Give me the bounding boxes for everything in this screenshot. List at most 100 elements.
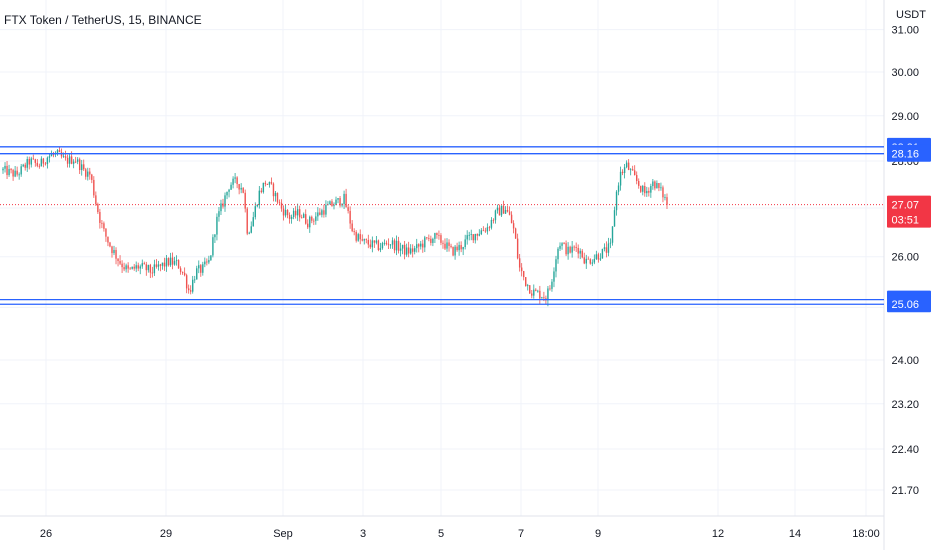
candle-body <box>139 266 141 269</box>
candle-body <box>232 178 234 185</box>
candle <box>46 156 49 169</box>
candle-body <box>430 238 432 243</box>
candle <box>317 207 319 221</box>
candle-body <box>607 243 610 253</box>
candle-body <box>91 174 93 180</box>
candle <box>484 227 487 233</box>
candle-body <box>555 259 557 272</box>
candle <box>262 182 265 194</box>
candle-body <box>97 204 99 213</box>
candle-body <box>599 258 602 260</box>
candle <box>183 267 186 277</box>
candle-body <box>145 264 148 271</box>
time-tick-label: 3 <box>360 528 366 540</box>
candle-body <box>339 198 341 206</box>
candle <box>232 176 234 189</box>
candle-body <box>46 157 49 165</box>
candle-body <box>288 215 291 219</box>
candle <box>135 261 137 273</box>
candle-body <box>508 211 511 215</box>
candle-body <box>300 217 303 219</box>
candle-body <box>399 248 402 251</box>
candle-body <box>244 192 246 209</box>
candle <box>12 168 14 181</box>
candle <box>633 165 636 176</box>
candle <box>359 229 361 245</box>
candle <box>123 262 125 272</box>
candle-body <box>74 161 77 163</box>
candle-body <box>458 245 460 251</box>
candle <box>478 229 481 237</box>
candle <box>252 211 254 227</box>
candle <box>141 259 143 269</box>
candle <box>383 239 386 246</box>
candle-body <box>549 288 551 290</box>
candle-body <box>349 210 351 224</box>
candle-body <box>466 235 468 240</box>
candle-body <box>56 150 59 153</box>
candle <box>260 187 263 194</box>
candle <box>549 285 551 291</box>
candle-body <box>113 250 115 254</box>
candle <box>629 168 632 176</box>
candle-body <box>500 205 503 216</box>
candle <box>351 220 353 233</box>
candle-body <box>565 243 567 255</box>
candle-body <box>89 171 91 175</box>
candle-body <box>325 204 327 215</box>
candle-body <box>70 156 73 164</box>
candle <box>416 238 418 253</box>
candle <box>361 234 363 242</box>
candle <box>466 230 468 245</box>
time-axis: 26 29 Sep 3 5 7 9 12 14 18:00 <box>40 528 880 540</box>
candle-body <box>248 232 250 234</box>
candle <box>64 150 67 161</box>
candle-body <box>411 248 414 252</box>
candle <box>504 206 507 215</box>
price-tick-label: 22.40 <box>891 444 919 456</box>
candle <box>157 260 160 271</box>
candle-body <box>87 171 89 177</box>
candle <box>381 241 384 250</box>
candle <box>593 254 596 265</box>
candle-body <box>119 261 121 264</box>
candle <box>363 238 365 245</box>
price-tick-label: 30.00 <box>891 67 919 79</box>
candle-body <box>389 244 392 246</box>
candle <box>420 240 422 250</box>
candle <box>234 173 236 184</box>
candle-body <box>4 165 6 169</box>
candle <box>266 183 269 185</box>
candle <box>666 193 668 209</box>
candle <box>533 284 535 299</box>
candle-body <box>321 210 323 215</box>
candle <box>105 227 107 242</box>
candle-body <box>305 214 307 224</box>
candle <box>597 252 600 263</box>
candle-body <box>311 216 313 221</box>
candle <box>541 296 543 299</box>
candle <box>34 158 37 167</box>
candle-body <box>414 248 416 252</box>
candle <box>575 242 577 253</box>
candle-body <box>292 210 295 217</box>
candle <box>72 159 75 169</box>
candle-body <box>496 207 499 211</box>
candle <box>167 257 170 267</box>
candle-body <box>658 183 660 188</box>
candle-body <box>347 207 349 211</box>
candle <box>516 233 519 260</box>
candle-body <box>258 190 261 205</box>
candle <box>631 165 634 171</box>
candle-body <box>619 171 622 186</box>
candle <box>436 232 438 239</box>
candle-body <box>202 264 204 273</box>
candle <box>454 244 456 260</box>
candle <box>226 191 228 200</box>
candle-body <box>448 242 450 246</box>
candle <box>30 156 32 168</box>
candle <box>414 245 416 255</box>
candle-body <box>187 288 190 291</box>
